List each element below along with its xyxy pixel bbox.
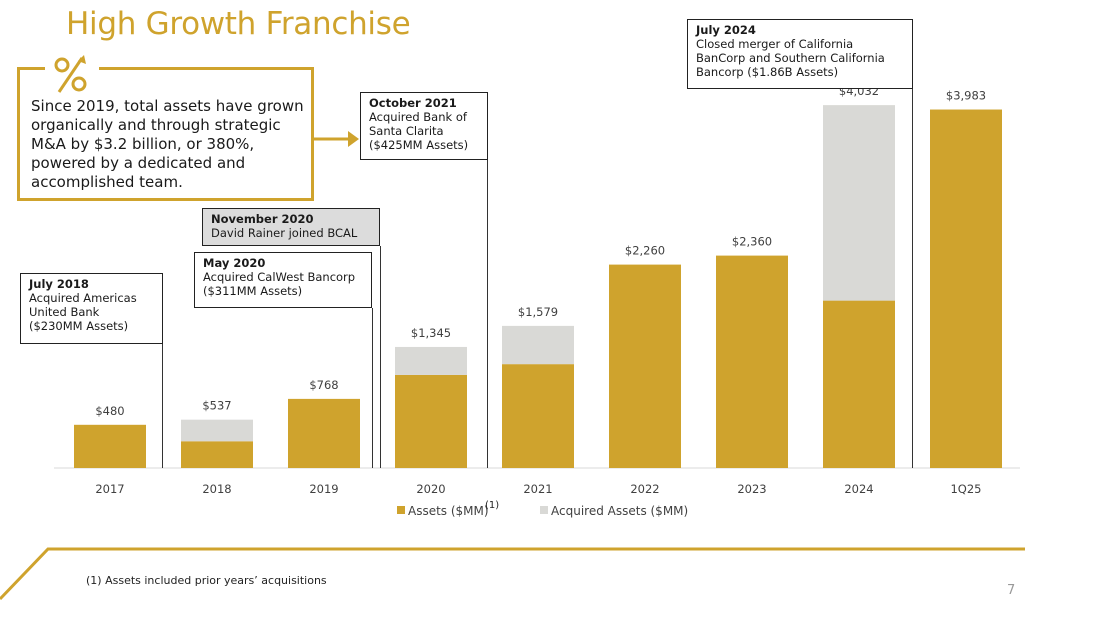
percent-icon — [54, 55, 87, 93]
data-label-2022: $2,260 — [625, 244, 665, 258]
footnote: (1) Assets included prior years’ acquisi… — [86, 574, 327, 587]
data-label-1Q25: $3,983 — [946, 89, 986, 103]
bar-assets-2024 — [823, 300, 895, 468]
leader-line-july2024 — [912, 89, 913, 468]
callout-title: May 2020 — [203, 256, 266, 270]
x-tick-label-2020: 2020 — [416, 482, 445, 496]
page-number: 7 — [1007, 583, 1016, 598]
data-label-2021: $1,579 — [518, 305, 558, 319]
leader-line-july2018 — [162, 344, 163, 468]
bar-assets-2023 — [716, 255, 788, 468]
bar-assets-2021 — [502, 364, 574, 468]
x-tick-label-2019: 2019 — [309, 482, 338, 496]
x-tick-label-1Q25: 1Q25 — [950, 482, 981, 496]
callout-title: July 2018 — [29, 277, 89, 291]
assets-bar-chart: $480 $537$768$1,345$1,579$2,260$2,360$4,0… — [54, 84, 1020, 518]
callout-body: Closed merger of California BanCorp and … — [696, 37, 885, 79]
leader-line-nov2020 — [380, 246, 381, 468]
callout-body: David Rainer joined BCAL — [211, 226, 358, 240]
callout-body: Acquired CalWest Bancorp ($311MM Assets) — [203, 270, 356, 298]
legend-superscript: (1) — [485, 500, 499, 511]
bar-assets-2017 — [74, 424, 146, 468]
data-label-2017: $480 — [95, 404, 124, 418]
x-tick-label-2024: 2024 — [844, 482, 873, 496]
callout-july-2024: July 2024 Closed merger of California Ba… — [687, 19, 913, 89]
callout-title: July 2024 — [696, 23, 756, 37]
data-label-2018: $537 — [202, 399, 231, 413]
arrow-right-icon — [314, 131, 359, 147]
summary-text: Since 2019, total assets have grown orga… — [31, 97, 304, 191]
bottom-divider — [0, 547, 1025, 601]
bar-assets-2020 — [395, 374, 467, 468]
bar-assets-2019 — [288, 398, 360, 468]
x-tick-label-2018: 2018 — [202, 482, 231, 496]
x-tick-label-2022: 2022 — [630, 482, 659, 496]
legend-label-acquired: Acquired Assets ($MM) — [551, 504, 688, 518]
callout-may-2020: May 2020 Acquired CalWest Bancorp ($311M… — [194, 252, 372, 308]
bar-acquired-2021 — [502, 325, 574, 365]
summary-box-top-border — [17, 67, 45, 70]
data-label-2019: $768 — [309, 378, 338, 392]
callout-november-2020: November 2020 David Rainer joined BCAL — [202, 208, 380, 246]
leader-line-may2020 — [372, 308, 373, 468]
legend-swatch-acquired — [540, 506, 548, 514]
summary-box — [17, 67, 314, 201]
callout-title: October 2021 — [369, 96, 457, 110]
bar-assets-2018 — [181, 441, 253, 468]
x-tick-label-2023: 2023 — [737, 482, 766, 496]
bar-assets-2022 — [609, 264, 681, 468]
x-tick-label-2021: 2021 — [523, 482, 552, 496]
data-label-2020: $1,345 — [411, 326, 451, 340]
bar-acquired-2020 — [395, 346, 467, 375]
callout-body: Acquired Americas United Bank ($230MM As… — [29, 291, 137, 333]
x-tick-label-2017: 2017 — [95, 482, 124, 496]
page-title: High Growth Franchise — [66, 6, 411, 42]
callout-body: Acquired Bank of Santa Clarita ($425MM A… — [369, 110, 469, 152]
summary-box-top-border — [99, 67, 314, 70]
legend-swatch-assets — [397, 506, 405, 514]
bar-assets-1Q25 — [930, 109, 1002, 468]
leader-line-oct2021 — [487, 160, 488, 468]
legend-label-assets: Assets ($MM) — [408, 504, 489, 518]
bar-acquired-2018 — [181, 419, 253, 442]
data-label-2023: $2,360 — [732, 235, 772, 249]
bar-acquired-2024 — [823, 105, 895, 301]
callout-october-2021: October 2021 Acquired Bank of Santa Clar… — [360, 92, 488, 160]
callout-july-2018: July 2018 Acquired Americas United Bank … — [20, 273, 163, 344]
callout-title: November 2020 — [211, 212, 314, 226]
